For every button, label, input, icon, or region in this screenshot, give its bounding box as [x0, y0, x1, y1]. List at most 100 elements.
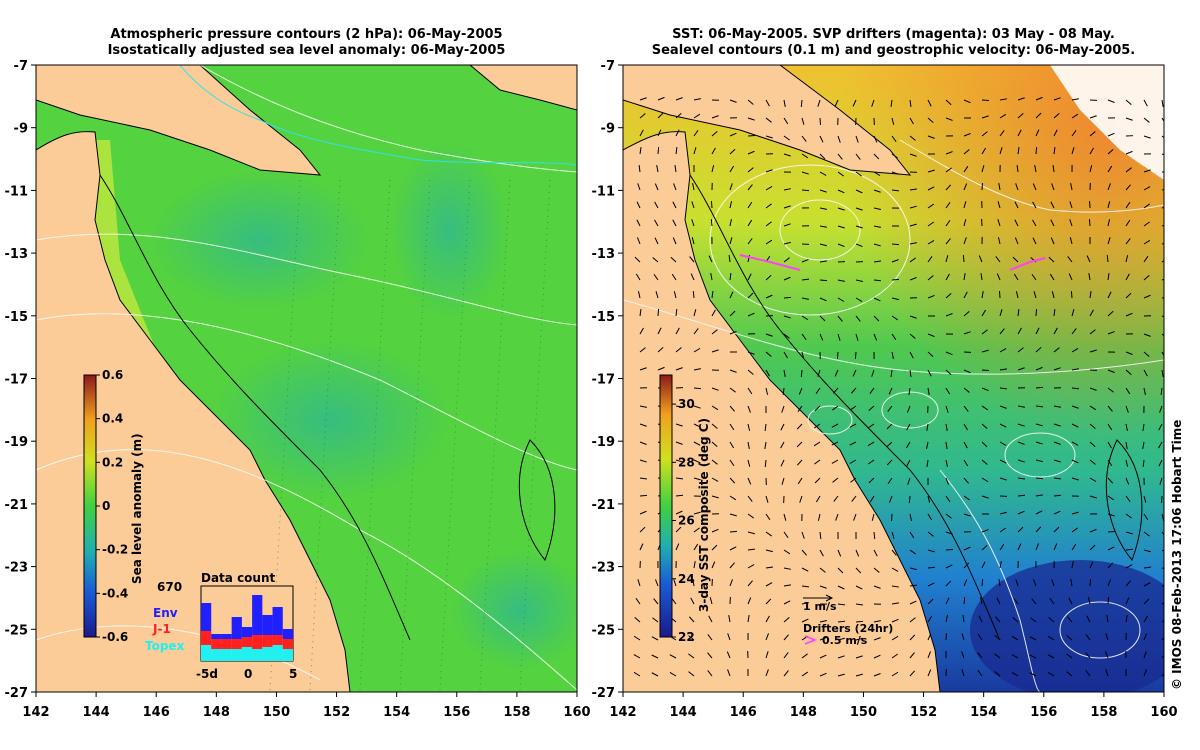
velocity-arrow: [1053, 441, 1061, 445]
velocity-arrow: [693, 387, 702, 390]
velocity-arrow: [675, 97, 683, 101]
velocity-arrow: [1089, 165, 1093, 173]
velocity-arrow: [1089, 477, 1097, 482]
velocity-arrow: [1017, 526, 1024, 533]
velocity-arrow: [639, 543, 644, 551]
velocity-arrow: [994, 635, 1001, 641]
colorbar-tick-label: -0.2: [102, 543, 128, 557]
velocity-arrow: [1051, 183, 1055, 191]
velocity-arrow: [814, 459, 821, 465]
velocity-arrow: [1053, 97, 1061, 101]
data-count-bar-segment: [272, 635, 283, 645]
velocity-arrow: [927, 549, 935, 553]
velocity-arrow: [945, 405, 949, 413]
velocity-arrow: [978, 255, 983, 263]
data-count-bars: [201, 595, 293, 661]
velocity-arrow: [707, 670, 713, 677]
velocity-arrow: [1107, 459, 1113, 467]
velocity-arrow: [1066, 635, 1073, 641]
velocity-arrow: [1107, 405, 1113, 412]
velocity-arrow: [1049, 598, 1055, 605]
velocity-arrow: [963, 441, 968, 449]
velocity-arrow: [1125, 99, 1132, 105]
velocity-arrow: [1035, 146, 1038, 155]
velocity-arrow: [999, 147, 1003, 155]
velocity-arrow: [1158, 441, 1163, 449]
velocity-arrow: [783, 205, 791, 209]
x-tick-label: 142: [22, 705, 49, 720]
data-count-bar-segment: [201, 603, 212, 631]
velocity-arrow: [926, 423, 929, 431]
velocity-arrow: [927, 186, 935, 191]
velocity-arrow: [1089, 578, 1091, 587]
velocity-arrow: [1053, 112, 1060, 119]
velocity-arrow: [981, 291, 984, 299]
velocity-arrow: [711, 423, 718, 429]
sea-level-colorbar-label: Sea level anomaly (m): [130, 433, 144, 584]
velocity-arrow: [672, 237, 677, 245]
velocity-arrow: [728, 254, 731, 263]
velocity-arrow: [891, 549, 897, 556]
velocity-arrow: [801, 258, 809, 263]
velocity-arrow: [729, 165, 735, 173]
velocity-arrow: [909, 242, 917, 245]
left-map-axes: -7 -9 -11 -13 -15 -17 -19 -21 -23 -25 -27 142 144 146…: [5, 59, 591, 720]
velocity-arrow: [873, 153, 880, 160]
y-tick-label: -27: [592, 686, 616, 701]
velocity-arrow: [1017, 129, 1022, 137]
drifter-legend-symbol: [804, 635, 818, 645]
velocity-arrow: [908, 495, 911, 504]
colorbar-tick-label: -0.6: [102, 630, 128, 644]
velocity-arrow: [909, 634, 916, 641]
velocity-arrow: [1107, 132, 1115, 137]
velocity-arrow: [765, 186, 773, 191]
velocity-arrow: [747, 580, 753, 587]
velocity-arrow: [675, 129, 680, 137]
velocity-arrow: [782, 387, 785, 396]
velocity-arrow: [1161, 189, 1164, 191]
data-count-bar-segment: [201, 645, 212, 661]
velocity-arrow: [855, 549, 860, 557]
velocity-arrow: [675, 405, 683, 408]
velocity-arrow: [747, 292, 754, 299]
velocity-arrow: [873, 567, 880, 573]
drifter-track: [739, 254, 801, 271]
velocity-arrow: [815, 495, 821, 503]
velocity-arrow: [945, 255, 949, 263]
velocity-arrow: [1143, 117, 1150, 123]
velocity-arrow: [855, 297, 863, 302]
colorbar-tick-label: 30: [678, 397, 695, 411]
y-tick-label: -11: [5, 184, 29, 199]
velocity-arrow: [1015, 183, 1019, 191]
data-count-bar-segment: [262, 615, 273, 635]
velocity-arrow: [783, 617, 790, 623]
velocity-arrow: [837, 153, 843, 160]
velocity-arrow: [674, 165, 677, 173]
velocity-arrow: [765, 369, 770, 377]
sst-colorbar-ticks: 30 28 26 24 22: [672, 397, 695, 644]
velocity-arrow: [729, 237, 733, 245]
velocity-arrow: [1125, 255, 1129, 263]
velocity-arrow: [1161, 369, 1164, 377]
right-title-line-2: Sealevel contours (0.1 m) and geostrophi…: [651, 43, 1136, 58]
cloud-mask: [1050, 65, 1164, 180]
x-tick-label: 148: [203, 705, 230, 720]
velocity-arrow: [669, 654, 677, 659]
velocity-arrow: [729, 423, 735, 431]
velocity-arrow: [1011, 654, 1019, 659]
velocity-arrow: [837, 315, 843, 322]
x-tick-label: 144: [670, 705, 697, 720]
velocity-arrow: [836, 351, 839, 360]
velocity-arrow: [837, 279, 845, 282]
velocity-arrow: [675, 367, 683, 371]
colorbar-tick-label: 26: [678, 514, 695, 528]
velocity-arrow: [747, 238, 753, 245]
velocity-arrow: [1107, 477, 1114, 484]
velocity-arrow: [1030, 617, 1037, 623]
velocity-arrow: [675, 510, 683, 515]
velocity-arrow: [729, 387, 736, 393]
reef-outline: [1105, 439, 1143, 561]
velocity-arrow: [977, 633, 983, 641]
velocity-arrow: [837, 567, 844, 574]
velocity-arrow: [905, 441, 911, 449]
